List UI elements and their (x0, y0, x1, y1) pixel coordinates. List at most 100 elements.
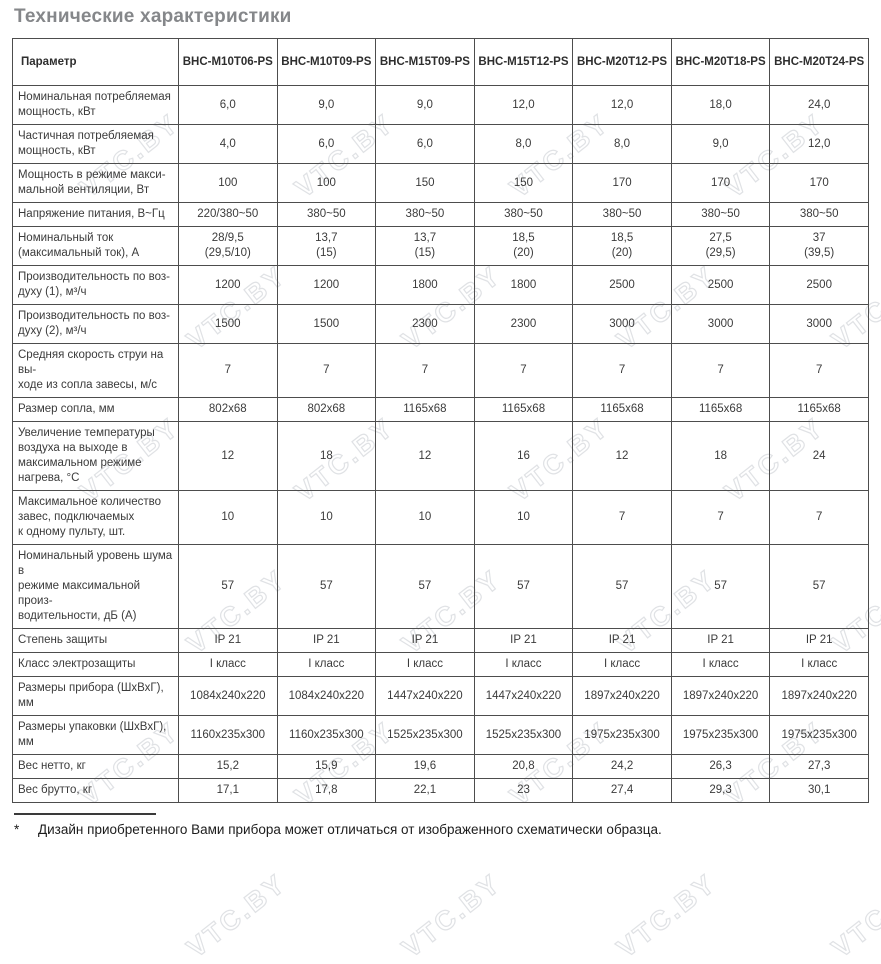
value-cell: 15,9 (276, 754, 377, 779)
param-column-header: Параметр (12, 38, 179, 86)
value-cell: 802x68 (276, 397, 377, 422)
value-cell: 17,1 (178, 778, 278, 803)
value-cell: 1975x235x300 (769, 715, 869, 755)
value-cell: 23 (473, 778, 574, 803)
value-cell: 1447x240x220 (375, 676, 475, 716)
value-cell: I класс (769, 652, 869, 677)
value-cell: 7 (670, 490, 771, 545)
value-cell: I класс (178, 652, 278, 677)
model-column-header: BHC-M10T09-PS (276, 38, 377, 86)
value-cell: 20,8 (473, 754, 574, 779)
value-cell: 9,0 (670, 124, 771, 164)
value-cell: 100 (178, 163, 278, 203)
table-row: Номинальный ток (максимальный ток), А 28/… (12, 226, 869, 266)
value-cell: 27,4 (572, 778, 672, 803)
value-cell: 12 (178, 421, 278, 491)
param-cell: Номинальный уровень шума в режиме максим… (12, 544, 179, 629)
value-cell: 3000 (572, 304, 672, 344)
table-row: Размеры прибора (ШхВхГ), мм 1084x240x220 1… (12, 676, 869, 716)
value-cell: 18 (276, 421, 377, 491)
value-cell: 1165x68 (572, 397, 672, 422)
value-cell: 29,3 (670, 778, 771, 803)
table-row: Размер сопла, мм 802x68 802x68 1165x68 1165x… (12, 397, 869, 422)
value-cell: 7 (473, 343, 574, 398)
value-cell: 6,0 (276, 124, 377, 164)
value-cell: 1165x68 (375, 397, 475, 422)
model-column-header: BHC-M20T24-PS (769, 38, 869, 86)
table-header-row: Параметр BHC-M10T06-PS BHC-M10T09-PS BHC-M1… (12, 38, 869, 86)
table-row: Вес брутто, кг 17,1 17,8 22,1 23 27,4 29,3 30,1 (12, 778, 869, 803)
value-cell: 1160x235x300 (276, 715, 377, 755)
param-cell: Частичная потребляемая мощность, кВт (12, 124, 179, 164)
value-cell: 27,3 (769, 754, 869, 779)
spec-table-container: Параметр BHC-M10T06-PS BHC-M10T09-PS BHC-M1… (12, 38, 869, 803)
value-cell: 1897x240x220 (670, 676, 771, 716)
value-cell: 7 (769, 490, 869, 545)
value-cell: I класс (670, 652, 771, 677)
value-cell: 8,0 (473, 124, 574, 164)
footnote-text: Дизайн приобретенного Вами прибора может… (38, 822, 662, 837)
value-cell: 19,6 (375, 754, 475, 779)
model-column-header: BHC-M10T06-PS (178, 38, 278, 86)
value-cell: 380~50 (670, 202, 771, 227)
table-body: Номинальная потребляемая мощность, кВт 6,… (12, 85, 869, 803)
table-row: Мощность в режиме макси- мальной вентиля… (12, 163, 869, 203)
model-column-header: BHC-M15T12-PS (473, 38, 574, 86)
value-cell: 57 (769, 544, 869, 629)
value-cell: 7 (276, 343, 377, 398)
value-cell: 27,5 (29,5) (670, 226, 771, 266)
value-cell: 3000 (769, 304, 869, 344)
value-cell: 18,0 (670, 85, 771, 125)
value-cell: 380~50 (572, 202, 672, 227)
value-cell: 1447x240x220 (473, 676, 574, 716)
value-cell: 13,7 (15) (276, 226, 377, 266)
value-cell: 4,0 (178, 124, 278, 164)
param-cell: Производительность по воз- духу (1), м³/… (12, 265, 179, 305)
model-column-header: BHC-M20T18-PS (670, 38, 771, 86)
watermark: VTC.BY (396, 867, 508, 964)
value-cell: I класс (276, 652, 377, 677)
footnote: * Дизайн приобретенного Вами прибора мож… (14, 813, 881, 837)
value-cell: 1800 (375, 265, 475, 305)
watermark: VTC.BY (611, 867, 723, 964)
value-cell: 1084x240x220 (178, 676, 278, 716)
value-cell: 8,0 (572, 124, 672, 164)
value-cell: 380~50 (276, 202, 377, 227)
value-cell: 7 (769, 343, 869, 398)
value-cell: 2500 (769, 265, 869, 305)
param-cell: Размеры прибора (ШхВхГ), мм (12, 676, 179, 716)
table-row: Номинальная потребляемая мощность, кВт 6,… (12, 85, 869, 125)
param-cell: Размеры упаковки (ШхВхГ), мм (12, 715, 179, 755)
value-cell: 30,1 (769, 778, 869, 803)
table-row: Средняя скорость струи на вы- ходе из со… (12, 343, 869, 398)
value-cell: 1525x235x300 (473, 715, 574, 755)
value-cell: 1165x68 (473, 397, 574, 422)
value-cell: 1165x68 (670, 397, 771, 422)
footnote-rule (14, 813, 156, 815)
value-cell: 12 (375, 421, 475, 491)
value-cell: 24,0 (769, 85, 869, 125)
value-cell: IP 21 (769, 628, 869, 653)
value-cell: I класс (572, 652, 672, 677)
value-cell: IP 21 (276, 628, 377, 653)
value-cell: 7 (670, 343, 771, 398)
watermark: VTC.BY (826, 867, 881, 964)
value-cell: 2300 (473, 304, 574, 344)
value-cell: 1160x235x300 (178, 715, 278, 755)
param-cell: Вес нетто, кг (12, 754, 179, 779)
table-row: Номинальный уровень шума в режиме максим… (12, 544, 869, 629)
table-row: Производительность по воз- духу (1), м³/… (12, 265, 869, 305)
value-cell: I класс (375, 652, 475, 677)
table-row: Размеры упаковки (ШхВхГ), мм 1160x235x300… (12, 715, 869, 755)
param-cell: Номинальная потребляемая мощность, кВт (12, 85, 179, 125)
value-cell: 10 (276, 490, 377, 545)
value-cell: 13,7 (15) (375, 226, 475, 266)
value-cell: 28/9,5 (29,5/10) (178, 226, 278, 266)
value-cell: 12,0 (572, 85, 672, 125)
value-cell: 2500 (670, 265, 771, 305)
value-cell: 18,5 (20) (572, 226, 672, 266)
value-cell: IP 21 (375, 628, 475, 653)
value-cell: 7 (572, 490, 672, 545)
value-cell: 150 (375, 163, 475, 203)
param-cell: Максимальное количество завес, подключае… (12, 490, 179, 545)
